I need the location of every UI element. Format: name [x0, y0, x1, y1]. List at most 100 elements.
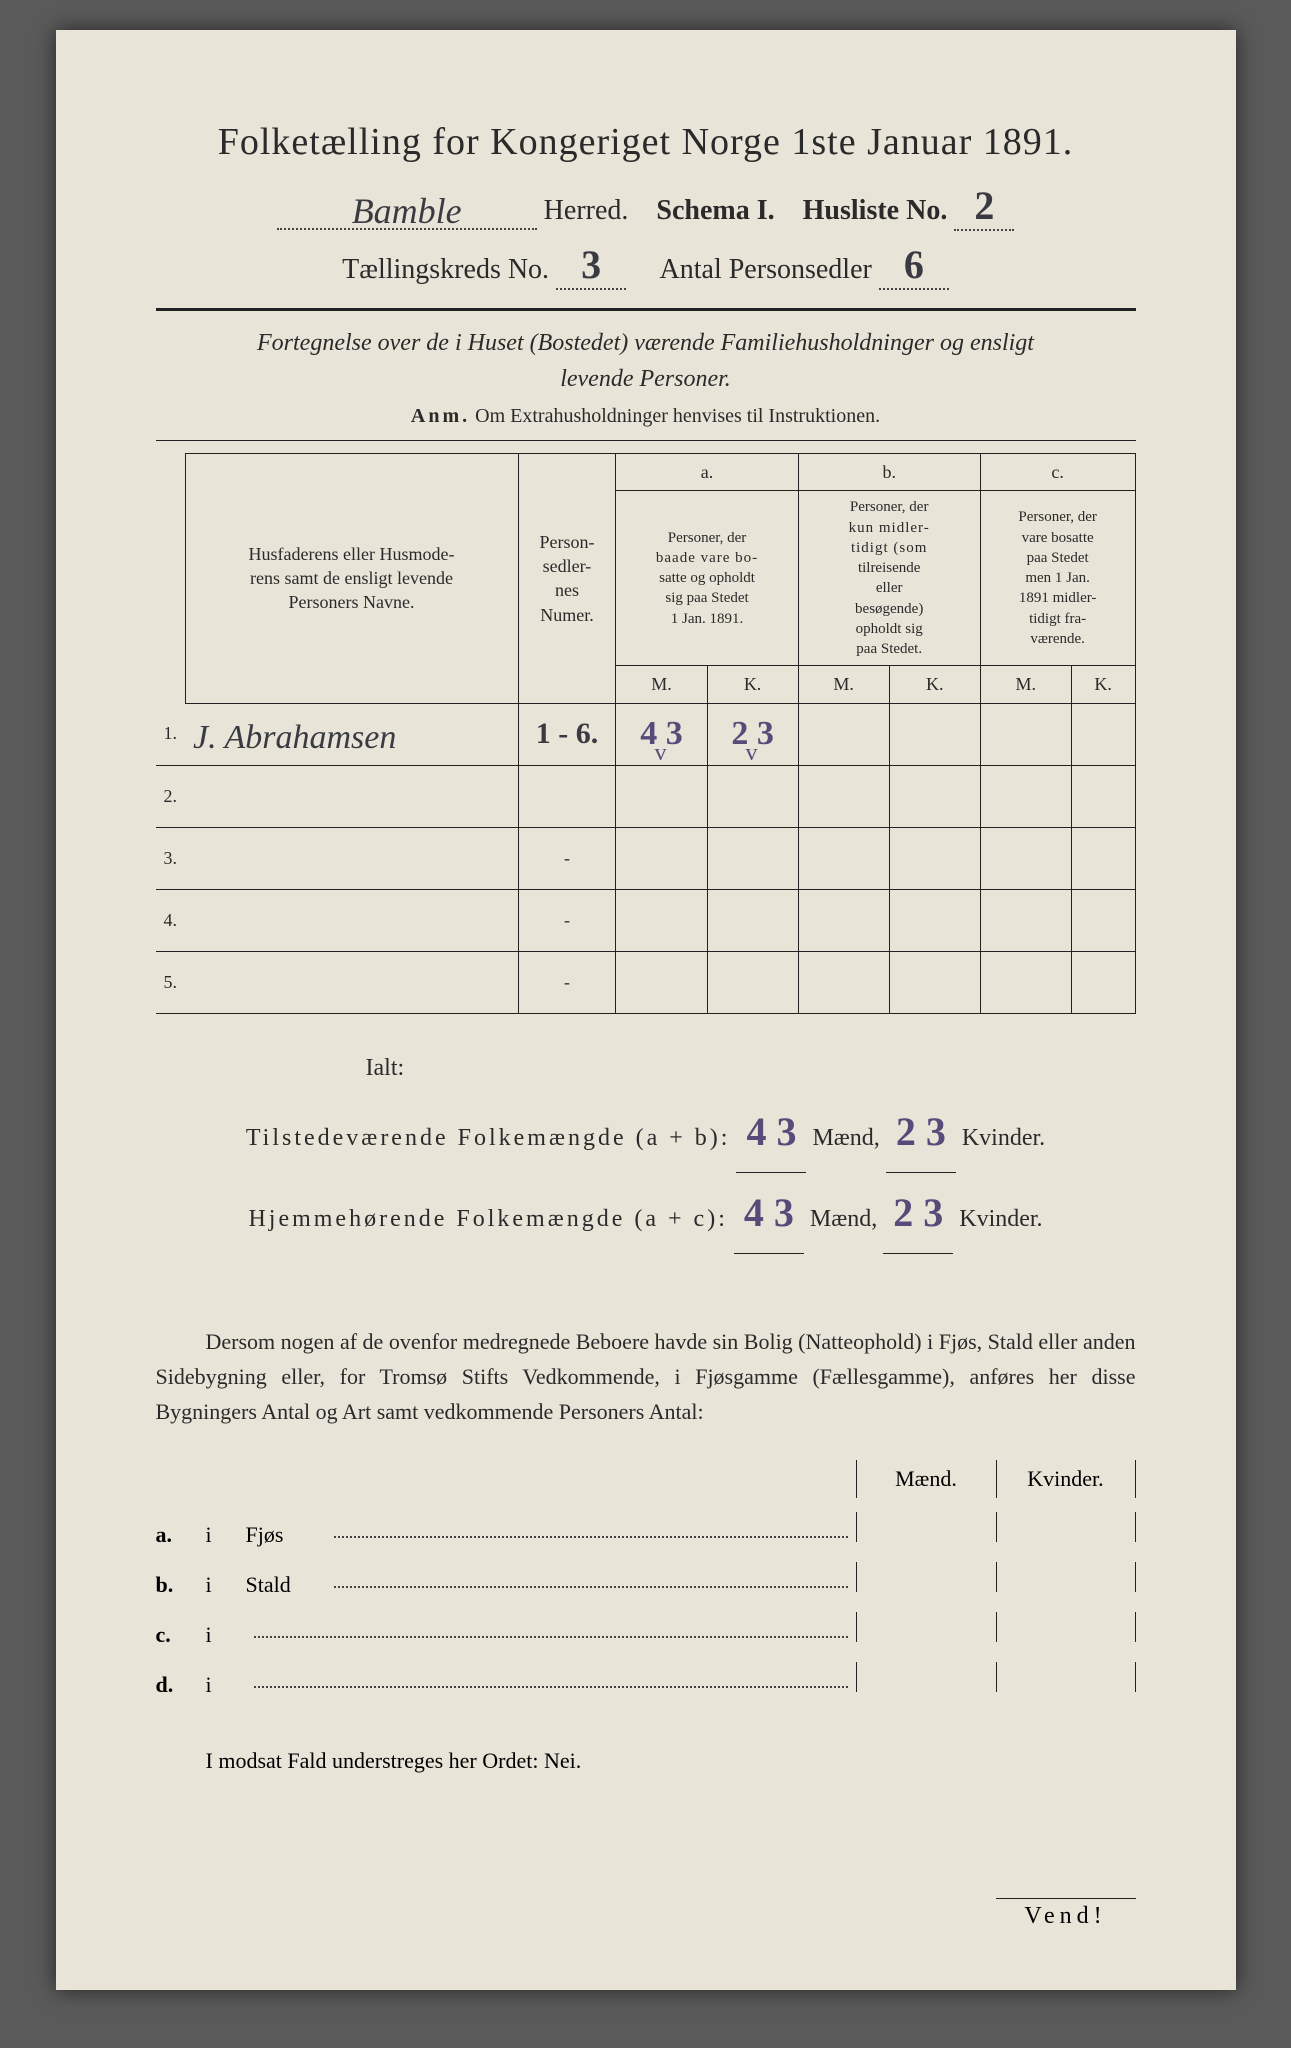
modsat-line: I modsat Fald understreges her Ordet: Ne… — [156, 1748, 1136, 1774]
divider-thin — [156, 440, 1136, 441]
header-line-2: Tællingskreds No. 3 Antal Personsedler 6 — [156, 241, 1136, 290]
cell — [980, 703, 1071, 765]
table-row: 2. — [156, 765, 1136, 827]
ob-row: a. i Fjøs — [156, 1512, 1136, 1548]
cell — [1071, 889, 1135, 951]
cell — [889, 765, 980, 827]
row-num: 2. — [156, 765, 186, 827]
kreds-label: Tællingskreds No. — [342, 254, 549, 285]
page-title: Folketælling for Kongeriget Norge 1ste J… — [156, 120, 1136, 164]
cell: - — [518, 889, 616, 951]
tilstede-k: 2 3 — [896, 1109, 946, 1154]
col-b-m: M. — [798, 666, 889, 703]
divider-thin — [156, 1013, 1136, 1014]
cell — [185, 827, 518, 889]
col-c-label: c. — [980, 454, 1135, 491]
antal-label: Antal Personsedler — [660, 254, 872, 285]
cell — [1071, 827, 1135, 889]
col-b-desc: Personer, der kun midler- tidigt (som ti… — [798, 491, 980, 666]
ob-i: i — [206, 1622, 246, 1648]
anm-note: Anm. Om Extrahusholdninger henvises til … — [156, 405, 1136, 428]
antal-value: 6 — [904, 242, 924, 287]
cell — [616, 765, 707, 827]
table-row: 3. - — [156, 827, 1136, 889]
cell — [616, 889, 707, 951]
fortegnelse-l2: levende Personer. — [560, 366, 731, 392]
col-c-desc: Personer, der vare bosatte paa Stedet me… — [980, 491, 1135, 666]
tilstede-m: 4 3 — [746, 1109, 796, 1154]
hjemme-m: 4 3 — [744, 1190, 794, 1235]
cell — [707, 765, 798, 827]
dotted-line — [254, 1686, 848, 1688]
husliste-label: Husliste No. — [803, 195, 948, 226]
ob-lbl: d. — [156, 1672, 206, 1698]
hjemme-label: Hjemmehørende Folkemængde (a + c): — [248, 1206, 727, 1232]
cell — [518, 765, 616, 827]
kvinder-label: Kvinder. — [959, 1206, 1042, 1232]
row-num: 4. — [156, 889, 186, 951]
col-name-header: Husfaderens eller Husmode- rens samt de … — [185, 454, 518, 704]
cell — [1071, 951, 1135, 1013]
cell: 1 - 6. — [536, 717, 599, 750]
maend-label: Mænd, — [810, 1206, 877, 1232]
cell — [707, 827, 798, 889]
ob-name: Stald — [246, 1572, 326, 1598]
outbuilding-paragraph: Dersom nogen af de ovenfor medregnede Be… — [156, 1324, 1136, 1430]
cell — [798, 765, 889, 827]
anm-text: Om Extrahusholdninger henvises til Instr… — [475, 405, 880, 427]
cell — [185, 889, 518, 951]
col-a-label: a. — [616, 454, 798, 491]
cell — [798, 889, 889, 951]
cell — [1071, 765, 1135, 827]
schema-label: Schema I. — [656, 195, 774, 226]
ob-lbl: b. — [156, 1572, 206, 1598]
census-form-page: Folketælling for Kongeriget Norge 1ste J… — [56, 30, 1236, 1990]
cell — [889, 827, 980, 889]
household-table: Husfaderens eller Husmode- rens samt de … — [156, 453, 1136, 1013]
cell — [798, 703, 889, 765]
ob-name: Fjøs — [246, 1522, 326, 1548]
outbuildings-block: Mænd. Kvinder. a. i Fjøs b. i Stald c. i… — [156, 1460, 1136, 1698]
cell — [980, 951, 1071, 1013]
cell — [185, 765, 518, 827]
row-num: 5. — [156, 951, 186, 1013]
ob-lbl: c. — [156, 1622, 206, 1648]
fortegnelse-heading: Fortegnelse over de i Huset (Bostedet) v… — [156, 325, 1136, 397]
col-num-header: Person- sedler- nes Numer. — [518, 454, 616, 704]
cell — [616, 827, 707, 889]
dotted-line — [254, 1636, 848, 1638]
dotted-line — [334, 1536, 848, 1538]
table-row: 1. J. Abrahamsen 1 - 6. 4 3v 2 3v — [156, 703, 1136, 765]
ob-row: d. i — [156, 1662, 1136, 1698]
cell: - — [518, 827, 616, 889]
dotted-line — [334, 1586, 848, 1588]
herred-value: Bamble — [352, 191, 462, 231]
col-b-k: K. — [889, 666, 980, 703]
cell — [889, 889, 980, 951]
cell — [889, 951, 980, 1013]
col-b-label: b. — [798, 454, 980, 491]
herred-label: Herred. — [544, 195, 629, 226]
cell — [1071, 703, 1135, 765]
cell — [980, 765, 1071, 827]
row-num: 3. — [156, 827, 186, 889]
header-line-1: Bamble Herred. Schema I. Husliste No. 2 — [156, 182, 1136, 231]
cell — [980, 827, 1071, 889]
col-c-m: M. — [980, 666, 1071, 703]
cell — [185, 951, 518, 1013]
col-c-k: K. — [1071, 666, 1135, 703]
ob-header: Mænd. Kvinder. — [156, 1460, 1136, 1498]
hjemme-line: Hjemmehørende Folkemængde (a + c): 4 3 M… — [156, 1173, 1136, 1254]
ob-lbl: a. — [156, 1522, 206, 1548]
ialt-label: Ialt: — [366, 1044, 1136, 1092]
table-row: 4. - — [156, 889, 1136, 951]
cell — [798, 951, 889, 1013]
husliste-value: 2 — [974, 183, 994, 228]
fortegnelse-l1: Fortegnelse over de i Huset (Bostedet) v… — [257, 330, 1034, 356]
row-num: 1. — [156, 703, 186, 765]
anm-label: Anm. — [411, 405, 470, 427]
turn-page-label: Vend! — [996, 1898, 1136, 1930]
maend-label: Mænd, — [812, 1125, 879, 1151]
col-a-m: M. — [616, 666, 707, 703]
col-a-k: K. — [707, 666, 798, 703]
